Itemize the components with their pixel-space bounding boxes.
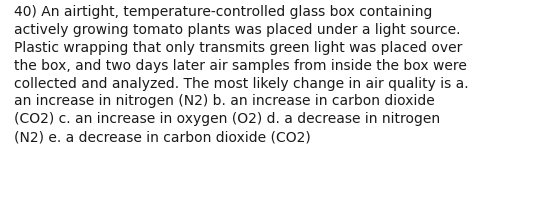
Text: 40) An airtight, temperature-controlled glass box containing
actively growing to: 40) An airtight, temperature-controlled … (14, 5, 469, 144)
